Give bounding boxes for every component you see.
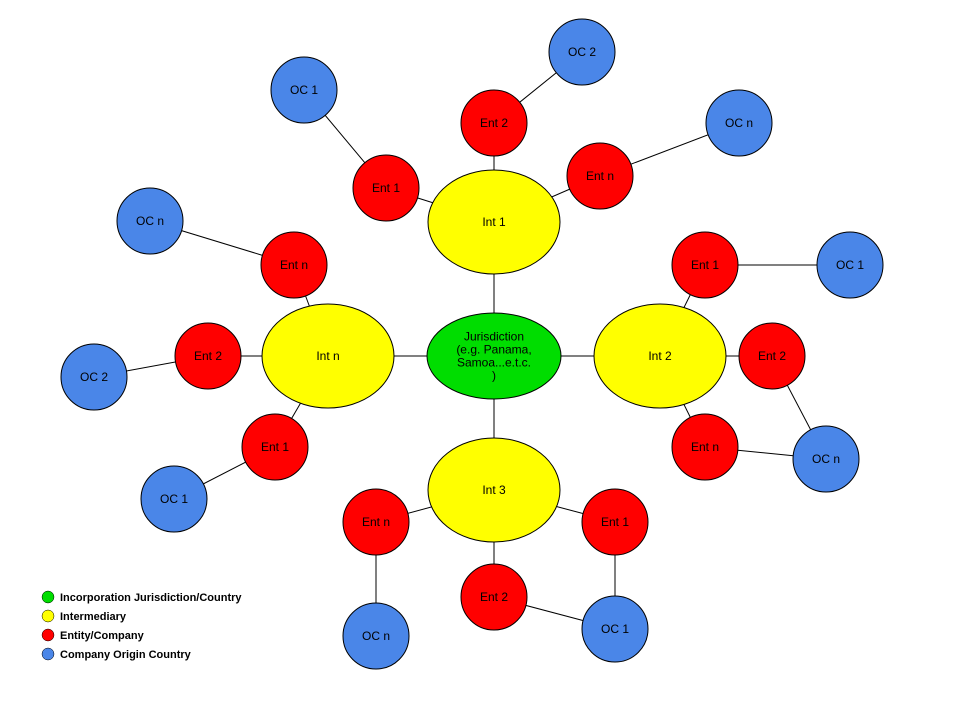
entity-node-label: Ent 1	[691, 258, 719, 272]
legend-label: Incorporation Jurisdiction/Country	[60, 592, 242, 604]
origin-node-oc_top2: OC 2	[548, 18, 616, 86]
entity-node-label: Ent 1	[372, 181, 400, 195]
origin-node-oc_botn: OC n	[342, 602, 410, 670]
entity-node-shape	[352, 154, 420, 222]
entity-node-shape	[260, 231, 328, 299]
intermediary-node-label: Int 1	[482, 215, 506, 229]
origin-node-oc_right1: OC 1	[816, 231, 884, 299]
entity-node-i2_e1: Ent 1	[671, 231, 739, 299]
legend-swatch	[41, 628, 55, 642]
origin-node-oc_rightn: OC n	[792, 425, 860, 493]
intermediary-node-int2: Int 2	[593, 303, 727, 409]
origin-node-shape	[60, 343, 128, 411]
entity-node-in_en: Ent n	[260, 231, 328, 299]
nodes-layer: Jurisdiction(e.g. Panama,Samoa...e.t.c.)…	[60, 18, 884, 670]
origin-node-shape	[342, 602, 410, 670]
jurisdiction-node-shape	[426, 312, 562, 400]
intermediary-node-shape	[261, 303, 395, 409]
jurisdiction-node-jur: Jurisdiction(e.g. Panama,Samoa...e.t.c.)	[426, 312, 562, 400]
origin-node-shape	[581, 595, 649, 663]
entity-node-i3_en: Ent n	[342, 488, 410, 556]
entity-node-shape	[460, 563, 528, 631]
entity-node-label: Ent 1	[261, 440, 289, 454]
entity-node-label: Ent 2	[480, 116, 508, 130]
origin-node-oc_bot1: OC 1	[581, 595, 649, 663]
entity-node-shape	[566, 142, 634, 210]
intermediary-node-intn: Int n	[261, 303, 395, 409]
origin-node-label: OC 2	[568, 45, 596, 59]
entity-node-i3_e1: Ent 1	[581, 488, 649, 556]
legend-swatch	[41, 609, 55, 623]
origin-node-oc_left1: OC 1	[140, 465, 208, 533]
entity-node-label: Ent 2	[480, 590, 508, 604]
origin-node-oc_left2: OC 2	[60, 343, 128, 411]
origin-node-oc_topn: OC n	[705, 89, 773, 157]
legend-item-entity: Entity/Company	[41, 628, 145, 642]
entity-node-i1_e1: Ent 1	[352, 154, 420, 222]
legend-item-jurisdiction: Incorporation Jurisdiction/Country	[41, 590, 242, 604]
intermediary-node-shape	[593, 303, 727, 409]
entity-node-label: Ent n	[586, 169, 614, 183]
origin-node-label: OC n	[136, 214, 164, 228]
intermediary-node-label: Int 2	[648, 349, 672, 363]
entity-node-i2_en: Ent n	[671, 413, 739, 481]
entity-node-shape	[581, 488, 649, 556]
entity-node-i1_en: Ent n	[566, 142, 634, 210]
origin-node-label: OC 1	[601, 622, 629, 636]
entity-node-in_e2: Ent 2	[174, 322, 242, 390]
entity-node-shape	[738, 322, 806, 390]
intermediary-node-label: Int n	[316, 349, 339, 363]
origin-node-oc_top1: OC 1	[270, 56, 338, 124]
origin-node-shape	[140, 465, 208, 533]
entity-node-shape	[342, 488, 410, 556]
entity-node-label: Ent 2	[758, 349, 786, 363]
legend-swatch	[41, 647, 55, 661]
origin-node-oc_leftn: OC n	[116, 187, 184, 255]
legend-label: Company Origin Country	[60, 649, 192, 661]
entity-node-i2_e2: Ent 2	[738, 322, 806, 390]
origin-node-shape	[816, 231, 884, 299]
legend-label: Intermediary	[60, 611, 127, 623]
entity-node-label: Ent 1	[601, 515, 629, 529]
origin-node-label: OC 2	[80, 370, 108, 384]
jurisdiction-node-label: (e.g. Panama,	[456, 343, 531, 357]
entity-node-shape	[174, 322, 242, 390]
entity-node-label: Ent n	[362, 515, 390, 529]
intermediary-node-shape	[427, 169, 561, 275]
legend-label: Entity/Company	[60, 630, 145, 642]
origin-node-shape	[270, 56, 338, 124]
origin-node-label: OC n	[812, 452, 840, 466]
origin-node-shape	[705, 89, 773, 157]
legend: Incorporation Jurisdiction/Country Interm…	[41, 590, 242, 661]
jurisdiction-node-label: )	[492, 369, 496, 383]
origin-node-label: OC 1	[290, 83, 318, 97]
entity-node-shape	[460, 89, 528, 157]
entity-node-shape	[241, 413, 309, 481]
origin-node-label: OC n	[362, 629, 390, 643]
entity-node-in_e1: Ent 1	[241, 413, 309, 481]
intermediary-node-shape	[427, 437, 561, 543]
entity-node-label: Ent n	[691, 440, 719, 454]
entity-node-i1_e2: Ent 2	[460, 89, 528, 157]
legend-item-intermediary: Intermediary	[41, 609, 127, 623]
entity-node-label: Ent 2	[194, 349, 222, 363]
intermediary-node-int1: Int 1	[427, 169, 561, 275]
entity-node-shape	[671, 413, 739, 481]
origin-node-shape	[792, 425, 860, 493]
intermediary-node-label: Int 3	[482, 483, 506, 497]
origin-node-label: OC 1	[160, 492, 188, 506]
legend-item-origin: Company Origin Country	[41, 647, 192, 661]
origin-node-label: OC n	[725, 116, 753, 130]
entity-node-label: Ent n	[280, 258, 308, 272]
jurisdiction-node-label: Jurisdiction	[464, 330, 524, 344]
origin-node-shape	[548, 18, 616, 86]
intermediary-node-int3: Int 3	[427, 437, 561, 543]
origin-node-label: OC 1	[836, 258, 864, 272]
entity-node-shape	[671, 231, 739, 299]
entity-node-i3_e2: Ent 2	[460, 563, 528, 631]
legend-swatch	[41, 590, 55, 604]
jurisdiction-node-label: Samoa...e.t.c.	[457, 356, 531, 370]
origin-node-shape	[116, 187, 184, 255]
